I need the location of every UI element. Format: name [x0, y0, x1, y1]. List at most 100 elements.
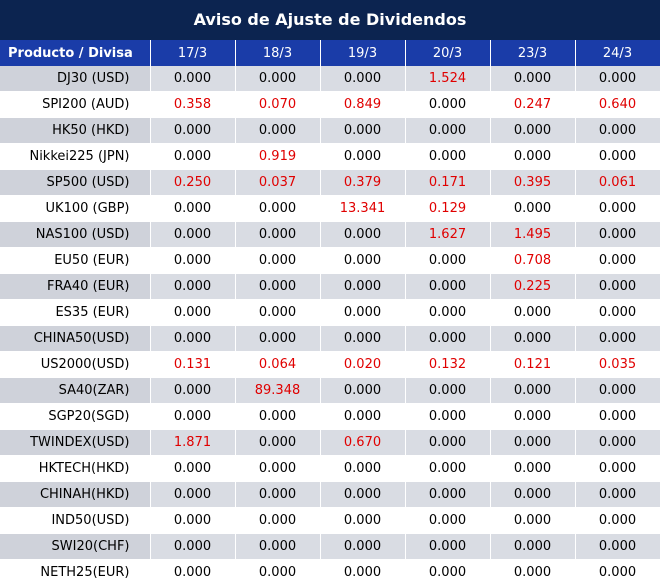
table-row: US2000(USD) 0.131 0.064 0.020 0.132 0.121 0.03…: [0, 351, 660, 378]
value-cell: 0.000: [150, 559, 236, 586]
header-row: Producto / Divisa 17/3 18/3 19/3 20/3 23…: [0, 40, 660, 66]
value-cell: 0.000: [405, 559, 491, 586]
value-cell: 0.064: [235, 351, 321, 378]
value-cell: 0.035: [575, 351, 660, 378]
value-cell: 0.000: [405, 299, 491, 326]
product-cell: HKTECH(HKD): [0, 455, 151, 482]
value-cell: 0.000: [320, 533, 406, 560]
value-cell: 0.000: [320, 117, 406, 144]
page-title: Aviso de Ajuste de Dividendos: [0, 0, 660, 40]
header-product: Producto / Divisa: [0, 40, 151, 66]
product-cell: EU50 (EUR): [0, 247, 151, 274]
value-cell: 0.000: [150, 507, 236, 534]
product-cell: DJ30 (USD): [0, 66, 151, 92]
value-cell: 0.000: [575, 195, 660, 222]
product-cell: CHINAH(HKD): [0, 481, 151, 508]
value-cell: 0.000: [575, 143, 660, 170]
value-cell: 0.000: [235, 66, 321, 92]
value-cell: 0.000: [150, 195, 236, 222]
value-cell: 0.061: [575, 169, 660, 196]
value-cell: 0.000: [320, 403, 406, 430]
value-cell: 0.000: [320, 507, 406, 534]
value-cell: 0.121: [490, 351, 576, 378]
table-row: EU50 (EUR) 0.000 0.000 0.000 0.000 0.708 0.000: [0, 247, 660, 274]
product-cell: SGP20(SGD): [0, 403, 151, 430]
value-cell: 0.000: [575, 403, 660, 430]
header-date: 18/3: [235, 40, 321, 66]
value-cell: 0.000: [405, 455, 491, 482]
table-row: CHINAH(HKD) 0.000 0.000 0.000 0.000 0.000 0.00…: [0, 481, 660, 508]
value-cell: 0.000: [405, 325, 491, 352]
value-cell: 13.341: [320, 195, 406, 222]
product-cell: SA40(ZAR): [0, 377, 151, 404]
product-cell: SP500 (USD): [0, 169, 151, 196]
product-cell: NETH25(EUR): [0, 559, 151, 586]
value-cell: 0.000: [235, 403, 321, 430]
value-cell: 0.000: [575, 247, 660, 274]
value-cell: 0.000: [320, 143, 406, 170]
value-cell: 0.132: [405, 351, 491, 378]
product-cell: HK50 (HKD): [0, 117, 151, 144]
product-cell: TWINDEX(USD): [0, 429, 151, 456]
value-cell: 0.000: [235, 429, 321, 456]
table-row: HK50 (HKD) 0.000 0.000 0.000 0.000 0.000 0.000: [0, 117, 660, 144]
value-cell: 0.000: [320, 221, 406, 248]
product-cell: ES35 (EUR): [0, 299, 151, 326]
value-cell: 0.020: [320, 351, 406, 378]
value-cell: 0.000: [320, 247, 406, 274]
value-cell: 0.000: [490, 299, 576, 326]
value-cell: 0.000: [490, 533, 576, 560]
value-cell: 0.000: [575, 325, 660, 352]
value-cell: 0.000: [235, 325, 321, 352]
table-row: SGP20(SGD) 0.000 0.000 0.000 0.000 0.000 0.000: [0, 403, 660, 430]
value-cell: 0.000: [490, 429, 576, 456]
value-cell: 0.250: [150, 169, 236, 196]
product-cell: FRA40 (EUR): [0, 273, 151, 300]
value-cell: 0.000: [320, 455, 406, 482]
value-cell: 0.000: [575, 481, 660, 508]
value-cell: 0.000: [150, 403, 236, 430]
value-cell: 0.395: [490, 169, 576, 196]
header-date: 19/3: [320, 40, 406, 66]
table-row: DJ30 (USD) 0.000 0.000 0.000 1.524 0.000 0.000: [0, 66, 660, 92]
value-cell: 0.000: [150, 247, 236, 274]
header-date: 17/3: [150, 40, 236, 66]
value-cell: 0.000: [320, 377, 406, 404]
value-cell: 0.225: [490, 273, 576, 300]
table-row: IND50(USD) 0.000 0.000 0.000 0.000 0.000 0.000: [0, 507, 660, 534]
value-cell: 0.000: [150, 143, 236, 170]
value-cell: 89.348: [235, 377, 321, 404]
value-cell: 0.000: [490, 481, 576, 508]
value-cell: 0.000: [490, 507, 576, 534]
value-cell: 0.131: [150, 351, 236, 378]
value-cell: 0.000: [405, 91, 491, 118]
value-cell: 0.000: [405, 377, 491, 404]
value-cell: 0.000: [320, 66, 406, 92]
value-cell: 0.000: [150, 117, 236, 144]
value-cell: 0.000: [490, 403, 576, 430]
value-cell: 0.000: [150, 481, 236, 508]
value-cell: 0.000: [575, 455, 660, 482]
table-row: CHINA50(USD) 0.000 0.000 0.000 0.000 0.000 0.0…: [0, 325, 660, 352]
value-cell: 0.000: [405, 143, 491, 170]
value-cell: 0.000: [150, 273, 236, 300]
value-cell: 0.000: [150, 66, 236, 92]
value-cell: 0.379: [320, 169, 406, 196]
value-cell: 0.000: [490, 377, 576, 404]
product-cell: UK100 (GBP): [0, 195, 151, 222]
value-cell: 0.000: [235, 195, 321, 222]
table-row: HKTECH(HKD) 0.000 0.000 0.000 0.000 0.000 0.00…: [0, 455, 660, 482]
value-cell: 0.000: [235, 559, 321, 586]
dividend-table: Producto / Divisa 17/3 18/3 19/3 20/3 23…: [0, 40, 660, 586]
value-cell: 0.000: [235, 221, 321, 248]
table-row: TWINDEX(USD) 1.871 0.000 0.670 0.000 0.000 0.0…: [0, 429, 660, 456]
value-cell: 0.849: [320, 91, 406, 118]
value-cell: 0.000: [235, 273, 321, 300]
value-cell: 0.000: [235, 455, 321, 482]
value-cell: 0.000: [575, 221, 660, 248]
value-cell: 0.000: [490, 66, 576, 92]
header-date: 24/3: [575, 40, 660, 66]
value-cell: 0.640: [575, 91, 660, 118]
table-row: NETH25(EUR) 0.000 0.000 0.000 0.000 0.000 0.00…: [0, 559, 660, 586]
value-cell: 0.000: [490, 455, 576, 482]
